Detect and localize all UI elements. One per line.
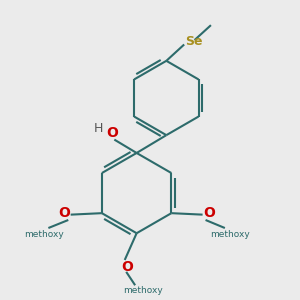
- Text: methoxy: methoxy: [24, 230, 64, 239]
- Text: H: H: [94, 122, 104, 135]
- Text: methoxy: methoxy: [210, 230, 250, 239]
- Text: O: O: [203, 206, 215, 220]
- Text: methoxy: methoxy: [123, 286, 162, 295]
- Text: O: O: [58, 206, 70, 220]
- Text: O: O: [121, 260, 133, 274]
- Text: O: O: [106, 126, 118, 140]
- Text: Se: Se: [185, 35, 203, 48]
